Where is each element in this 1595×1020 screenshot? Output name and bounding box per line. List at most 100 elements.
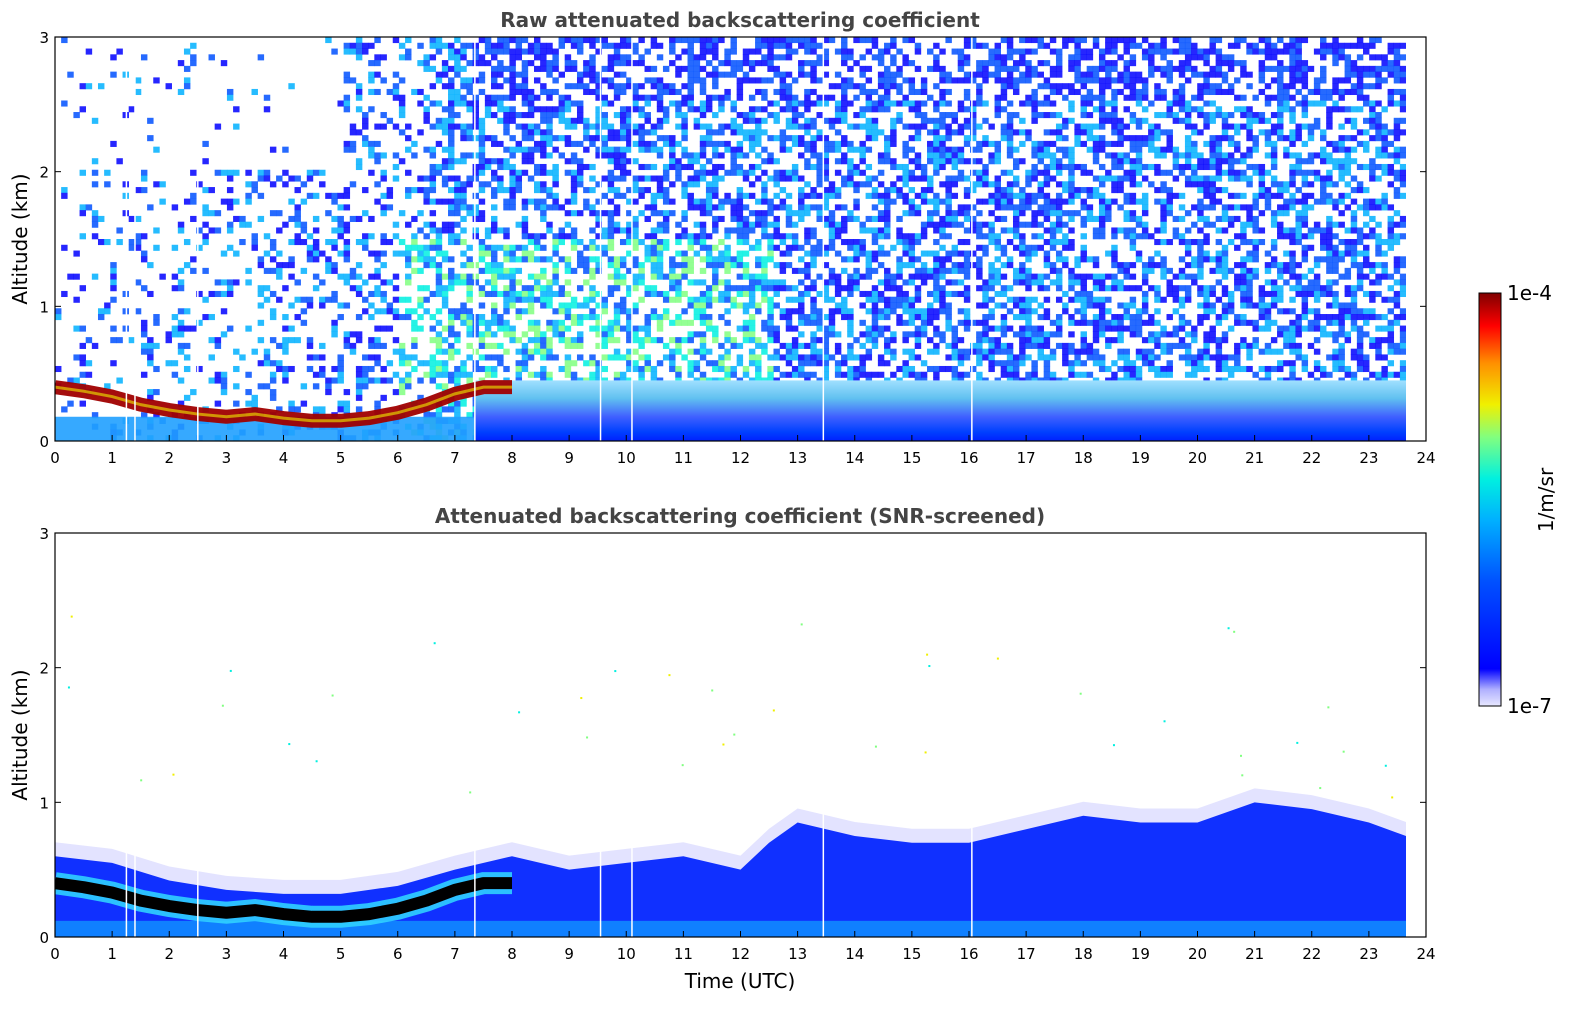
heatmap-cell: [632, 60, 639, 67]
heatmap-cell: [822, 198, 830, 205]
heatmap-cell: [761, 227, 768, 234]
heatmap-cell: [669, 181, 676, 188]
heatmap-cell: [97, 314, 105, 321]
heatmap-cell: [705, 250, 713, 257]
heatmap-cell: [1055, 83, 1063, 90]
heatmap-cell: [1062, 244, 1069, 251]
heatmap-cell: [945, 152, 952, 159]
heatmap-cell: [607, 42, 615, 49]
heatmap-cell: [423, 198, 430, 205]
heatmap-cell: [1037, 233, 1044, 240]
heatmap-cell: [355, 406, 363, 413]
heatmap-cell: [712, 365, 719, 373]
heatmap-cell: [902, 152, 909, 159]
heatmap-cell: [1037, 146, 1044, 153]
heatmap-cell: [773, 262, 780, 269]
heatmap-cell: [804, 204, 811, 211]
heatmap-cell: [1074, 48, 1081, 55]
heatmap-cell: [1012, 227, 1020, 234]
heatmap-cell: [1006, 192, 1014, 199]
heatmap-cell: [583, 279, 590, 286]
heatmap-cell: [773, 192, 780, 199]
heatmap-cell: [798, 112, 805, 119]
heatmap-cell: [576, 175, 584, 182]
heatmap-cell: [1031, 221, 1038, 228]
heatmap-cell: [374, 337, 381, 344]
heatmap-cell: [626, 117, 633, 124]
heatmap-cell: [1025, 181, 1032, 188]
heatmap-cell: [1049, 262, 1057, 269]
heatmap-cell: [484, 331, 492, 338]
heatmap-cell: [736, 342, 744, 349]
heatmap-cell: [484, 37, 492, 44]
heatmap-cell: [1012, 354, 1020, 361]
heatmap-cell: [804, 163, 811, 171]
heatmap-cell: [712, 175, 719, 182]
heatmap-cell: [1037, 192, 1044, 199]
heatmap-cell: [804, 250, 811, 257]
heatmap-cell: [767, 60, 774, 67]
heatmap-cell: [693, 106, 701, 113]
heatmap-cell: [546, 140, 553, 147]
heatmap-cell: [1025, 77, 1032, 84]
heatmap-cell: [1019, 192, 1026, 199]
heatmap-cell: [552, 319, 559, 326]
heatmap-cell: [650, 198, 658, 205]
heatmap-cell: [687, 181, 694, 188]
heatmap-cell: [595, 198, 602, 205]
heatmap-cell: [134, 77, 142, 84]
heatmap-cell: [546, 279, 553, 286]
heatmap-cell: [343, 100, 351, 107]
heatmap-cell: [884, 77, 891, 84]
heatmap-cell: [693, 152, 701, 159]
heatmap-cell: [712, 71, 719, 78]
heatmap-cell: [423, 250, 430, 257]
heatmap-cell: [853, 244, 860, 251]
heatmap-cell: [1055, 319, 1063, 326]
heatmap-cell: [1031, 210, 1038, 217]
heatmap-cell: [724, 279, 731, 286]
heatmap-cell: [398, 296, 406, 303]
heatmap-cell: [1031, 146, 1038, 153]
heatmap-cell: [460, 365, 467, 373]
heatmap-cell: [1000, 227, 1008, 234]
heatmap-cell: [718, 360, 725, 367]
heatmap-cell: [312, 192, 320, 199]
heatmap-cell: [785, 210, 793, 217]
heatmap-cell: [448, 198, 455, 205]
heatmap-cell: [466, 60, 473, 67]
heatmap-cell: [208, 210, 215, 217]
heatmap-cell: [79, 83, 87, 90]
heatmap-cell: [687, 152, 694, 159]
heatmap-cell: [933, 117, 940, 124]
heatmap-cell: [841, 77, 848, 84]
heatmap-cell: [742, 267, 750, 274]
heatmap-cell: [773, 331, 780, 338]
heatmap-cell: [208, 377, 215, 384]
heatmap-cell: [841, 302, 848, 309]
heatmap-cell: [951, 129, 959, 136]
heatmap-cell: [902, 296, 909, 303]
heatmap-cell: [933, 262, 940, 269]
heatmap-cell: [822, 314, 830, 321]
heatmap-cell: [957, 48, 965, 55]
heatmap-cell: [546, 65, 553, 72]
heatmap-cell: [816, 152, 823, 159]
heatmap-cell: [429, 365, 437, 373]
heatmap-cell: [362, 244, 369, 251]
heatmap-cell: [491, 140, 498, 147]
heatmap-cell: [288, 83, 295, 90]
heatmap-cell: [509, 267, 516, 274]
heatmap-cell: [595, 331, 602, 338]
heatmap-cell: [877, 100, 885, 107]
heatmap-cell: [337, 221, 344, 228]
heatmap-cell: [748, 273, 756, 280]
heatmap-cell: [957, 129, 965, 136]
heatmap-cell: [1031, 296, 1038, 303]
heatmap-cell: [705, 290, 713, 298]
heatmap-cell: [712, 140, 719, 147]
heatmap-cell: [675, 71, 682, 78]
heatmap-cell: [576, 106, 584, 113]
heatmap-cell: [1037, 331, 1044, 338]
heatmap-cell: [374, 377, 381, 384]
